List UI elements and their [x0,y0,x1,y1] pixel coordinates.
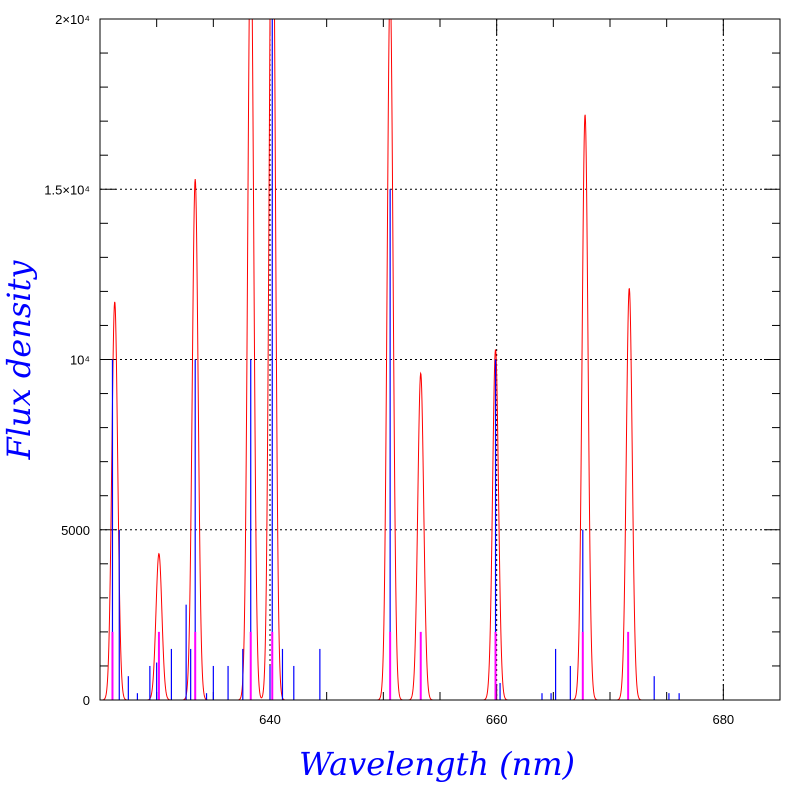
plot-frame [99,18,781,701]
tick-labels: 640 660 680 0 5000 10⁴ 1.5×10⁴ 2×10⁴ [44,12,734,727]
x-tick-label: 680 [712,712,734,727]
profile-curve [100,19,780,700]
x-tick-label: 660 [486,712,508,727]
y-tick-label: 2×10⁴ [55,12,90,27]
plot-area [100,19,780,700]
grid [100,19,780,700]
x-tick-label: 640 [259,712,281,727]
y-tick-label: 5000 [61,523,90,538]
y-axis-title: Flux density [0,260,38,461]
y-tick-label: 10⁴ [70,353,90,368]
x-axis-title: Wavelength (nm) [299,745,575,783]
y-tick-label: 1.5×10⁴ [44,182,90,197]
y-tick-label: 0 [83,693,90,708]
